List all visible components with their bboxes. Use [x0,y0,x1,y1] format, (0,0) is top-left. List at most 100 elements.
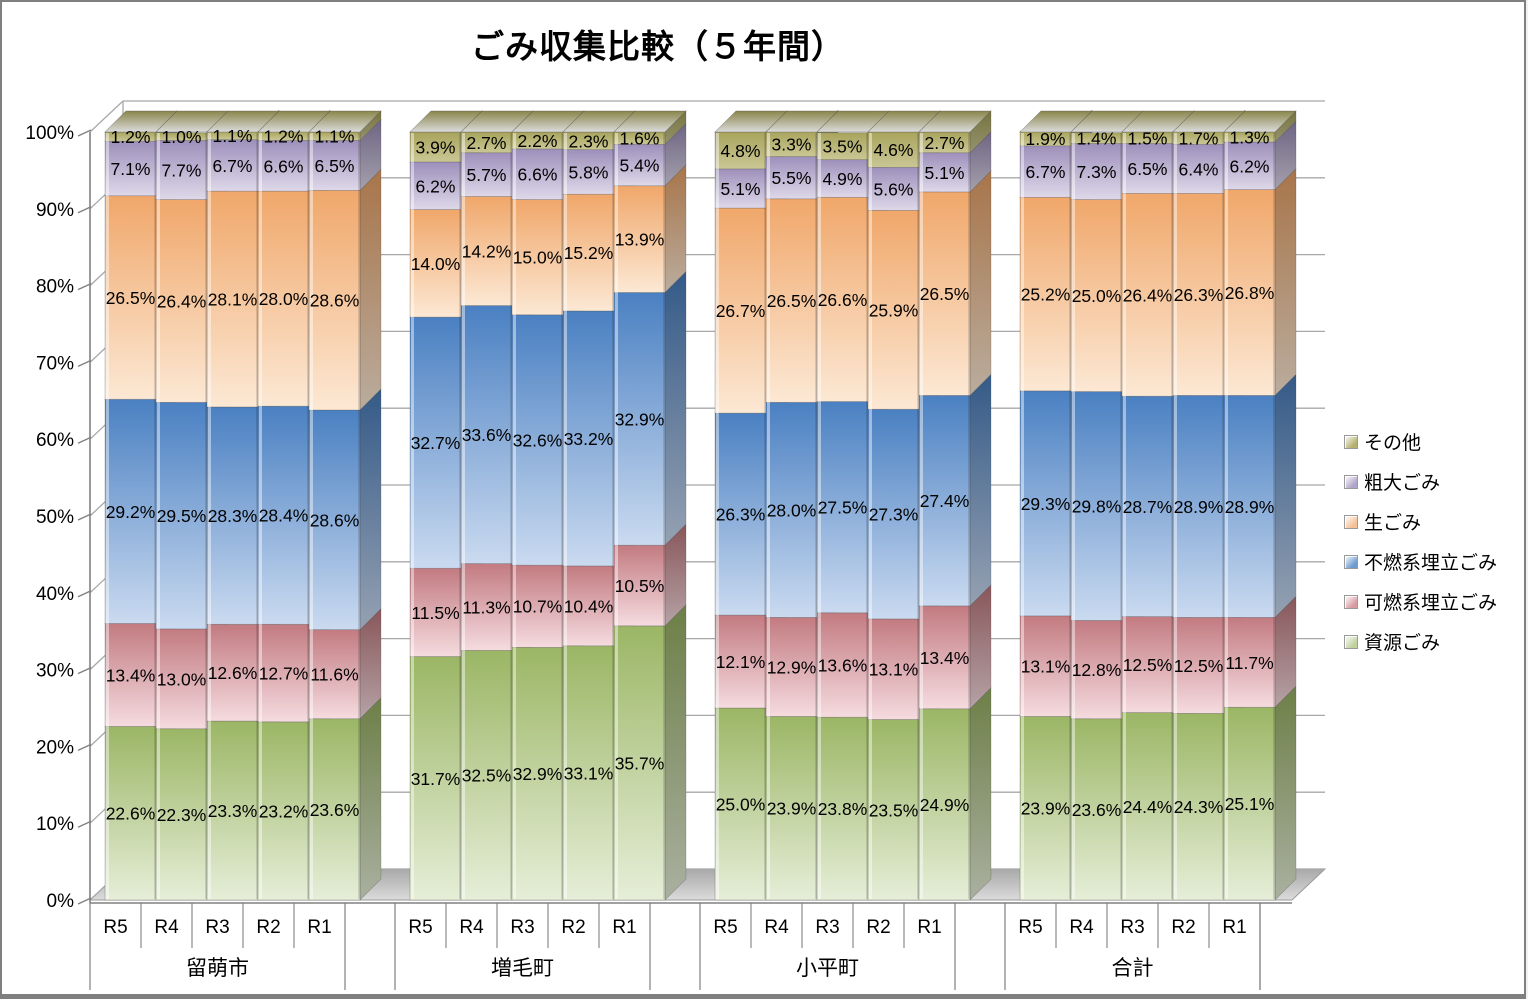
y-axis-tick [77,359,92,368]
bar-top-face [1223,110,1297,133]
bar-segment [613,544,666,627]
bar-segment [257,405,310,625]
bar-highlight [1225,133,1228,899]
legend-item-nama: 生ごみ [1344,508,1497,535]
y-axis-tick [77,282,92,291]
data-label: 24.9% [920,795,970,815]
data-label: 1.0% [162,127,202,147]
bar-segment [714,412,767,616]
bar-side-face [359,388,382,631]
bar-shadow-edge [307,133,309,899]
data-label: 24.4% [1123,797,1173,817]
bar-shadow-edge [459,133,461,899]
chart-title: ごみ収集比較（５年間） [471,28,845,65]
data-label: 26.8% [1225,283,1275,303]
bar-side-face [969,170,992,397]
y-axis-label: 10% [36,814,74,835]
data-label: 12.7% [259,664,309,684]
bar-shadow-edge [968,133,970,899]
x-axis-category-label: R1 [307,917,331,938]
legend-label: その他 [1364,433,1422,454]
data-label: 11.7% [1225,653,1273,673]
data-label: 3.3% [772,134,812,154]
bar-segment [104,398,157,624]
bar-side-face [664,164,687,294]
data-label: 12.5% [1174,656,1224,676]
bar-shadow-edge [561,133,563,899]
bar-highlight [1123,133,1126,899]
data-label: 4.8% [721,141,761,161]
y-axis-label: 40% [36,584,74,605]
bar-highlight [716,133,719,899]
bar-segment [409,209,462,318]
gridline-wall-segment [89,100,124,133]
data-label: 26.3% [1174,285,1224,305]
data-label: 1.1% [315,127,355,147]
bar-segment [867,618,920,720]
y-axis-tick [77,743,92,752]
bar-segment [104,726,157,901]
bar-segment [257,190,310,407]
bar-side-face [969,584,992,710]
bar-segment [562,310,615,567]
data-label: 7.3% [1077,162,1117,182]
data-label: 28.4% [259,506,309,526]
bar-shadow-edge [1273,133,1275,899]
x-axis-category-label: R3 [510,917,534,938]
bar-shadow-edge [256,133,258,899]
bar-highlight [1072,133,1075,899]
legend-label: 生ごみ [1364,513,1422,534]
data-label: 26.7% [716,301,766,321]
data-label: 33.2% [564,429,614,449]
x-axis-category-label: R4 [1069,917,1094,938]
bar-top-face [308,110,382,133]
bar-segment [816,132,869,160]
bar-segment [1172,143,1225,194]
data-label: 5.5% [772,168,812,188]
data-label: 6.5% [1128,159,1168,179]
bar-segment [460,305,513,564]
legend-item-sonota: その他 [1344,428,1497,455]
bar-segment [1070,718,1123,901]
bar-side-face [664,604,687,901]
bar-segment [1172,395,1225,618]
data-label: 23.8% [818,799,868,819]
data-label: 26.4% [157,291,207,311]
x-axis-category-label: R4 [459,917,484,938]
data-label: 5.8% [569,162,609,182]
bar-segment [460,563,513,651]
bar-shadow-edge [1069,133,1071,899]
bar-highlight [767,133,770,899]
y-axis-tick [77,436,92,444]
bar-segment [1223,617,1276,708]
y-axis-tick [77,590,92,598]
bar-shadow-edge [1120,133,1122,899]
y-axis-label: 70% [36,353,74,374]
data-label: 12.8% [1072,660,1122,680]
bar-segment [511,564,564,648]
data-label: 6.4% [1179,159,1219,179]
legend-label: 不燃系埋立ごみ [1364,553,1498,574]
bar-segment [308,190,361,411]
bar-segment [409,161,462,210]
legend-item-funen: 不燃系埋立ごみ [1344,548,1497,575]
bar-segment [257,623,310,723]
data-label: 26.3% [716,505,766,525]
bar-segment [460,650,513,901]
data-label: 3.5% [823,137,863,157]
data-label: 3.9% [416,137,456,157]
bar-shadow-edge [358,133,360,899]
x-axis-category-label: R2 [256,917,280,938]
data-label: 23.5% [869,800,919,820]
bar-segment [206,190,259,408]
data-label: 13.9% [615,230,665,250]
bar-highlight [157,133,160,899]
x-axis-group-label: 留萌市 [186,957,249,980]
bar-shadow-edge [663,133,665,899]
bar-segment [460,196,513,306]
data-label: 25.0% [1072,286,1122,306]
data-label: 1.6% [620,129,660,149]
data-label: 23.9% [1021,799,1071,819]
bar-segment [409,316,462,569]
data-label: 1.4% [1077,129,1117,149]
